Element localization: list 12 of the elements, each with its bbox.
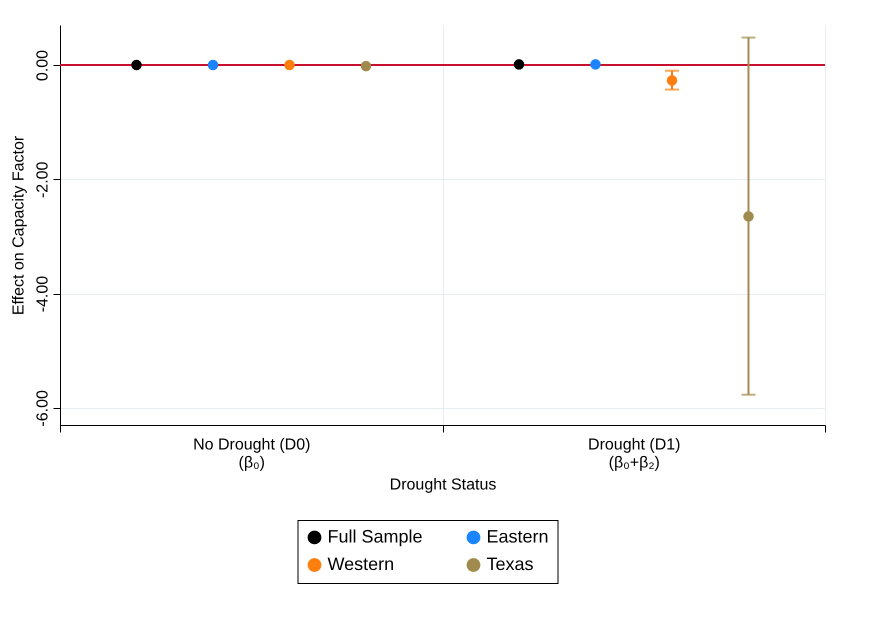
x-tick-label: Drought (D1) (β₀+β₂) — [588, 436, 680, 472]
legend-label: Full Sample — [328, 526, 423, 546]
legend-label: Western — [328, 554, 394, 574]
legend-label: Eastern — [486, 526, 549, 546]
x-axis-title: Drought Status — [390, 476, 496, 494]
y-tick-label: -4.00 — [34, 276, 52, 312]
y-axis-title: Effect on Capacity Factor — [10, 135, 28, 316]
x-tick-label: No Drought (D0) (β₀) — [193, 436, 310, 472]
y-tick-label: 0.00 — [34, 50, 52, 82]
legend-label: Texas — [486, 554, 534, 574]
y-tick-label: -2.00 — [34, 161, 52, 198]
y-tick-label: -6.00 — [34, 390, 52, 427]
